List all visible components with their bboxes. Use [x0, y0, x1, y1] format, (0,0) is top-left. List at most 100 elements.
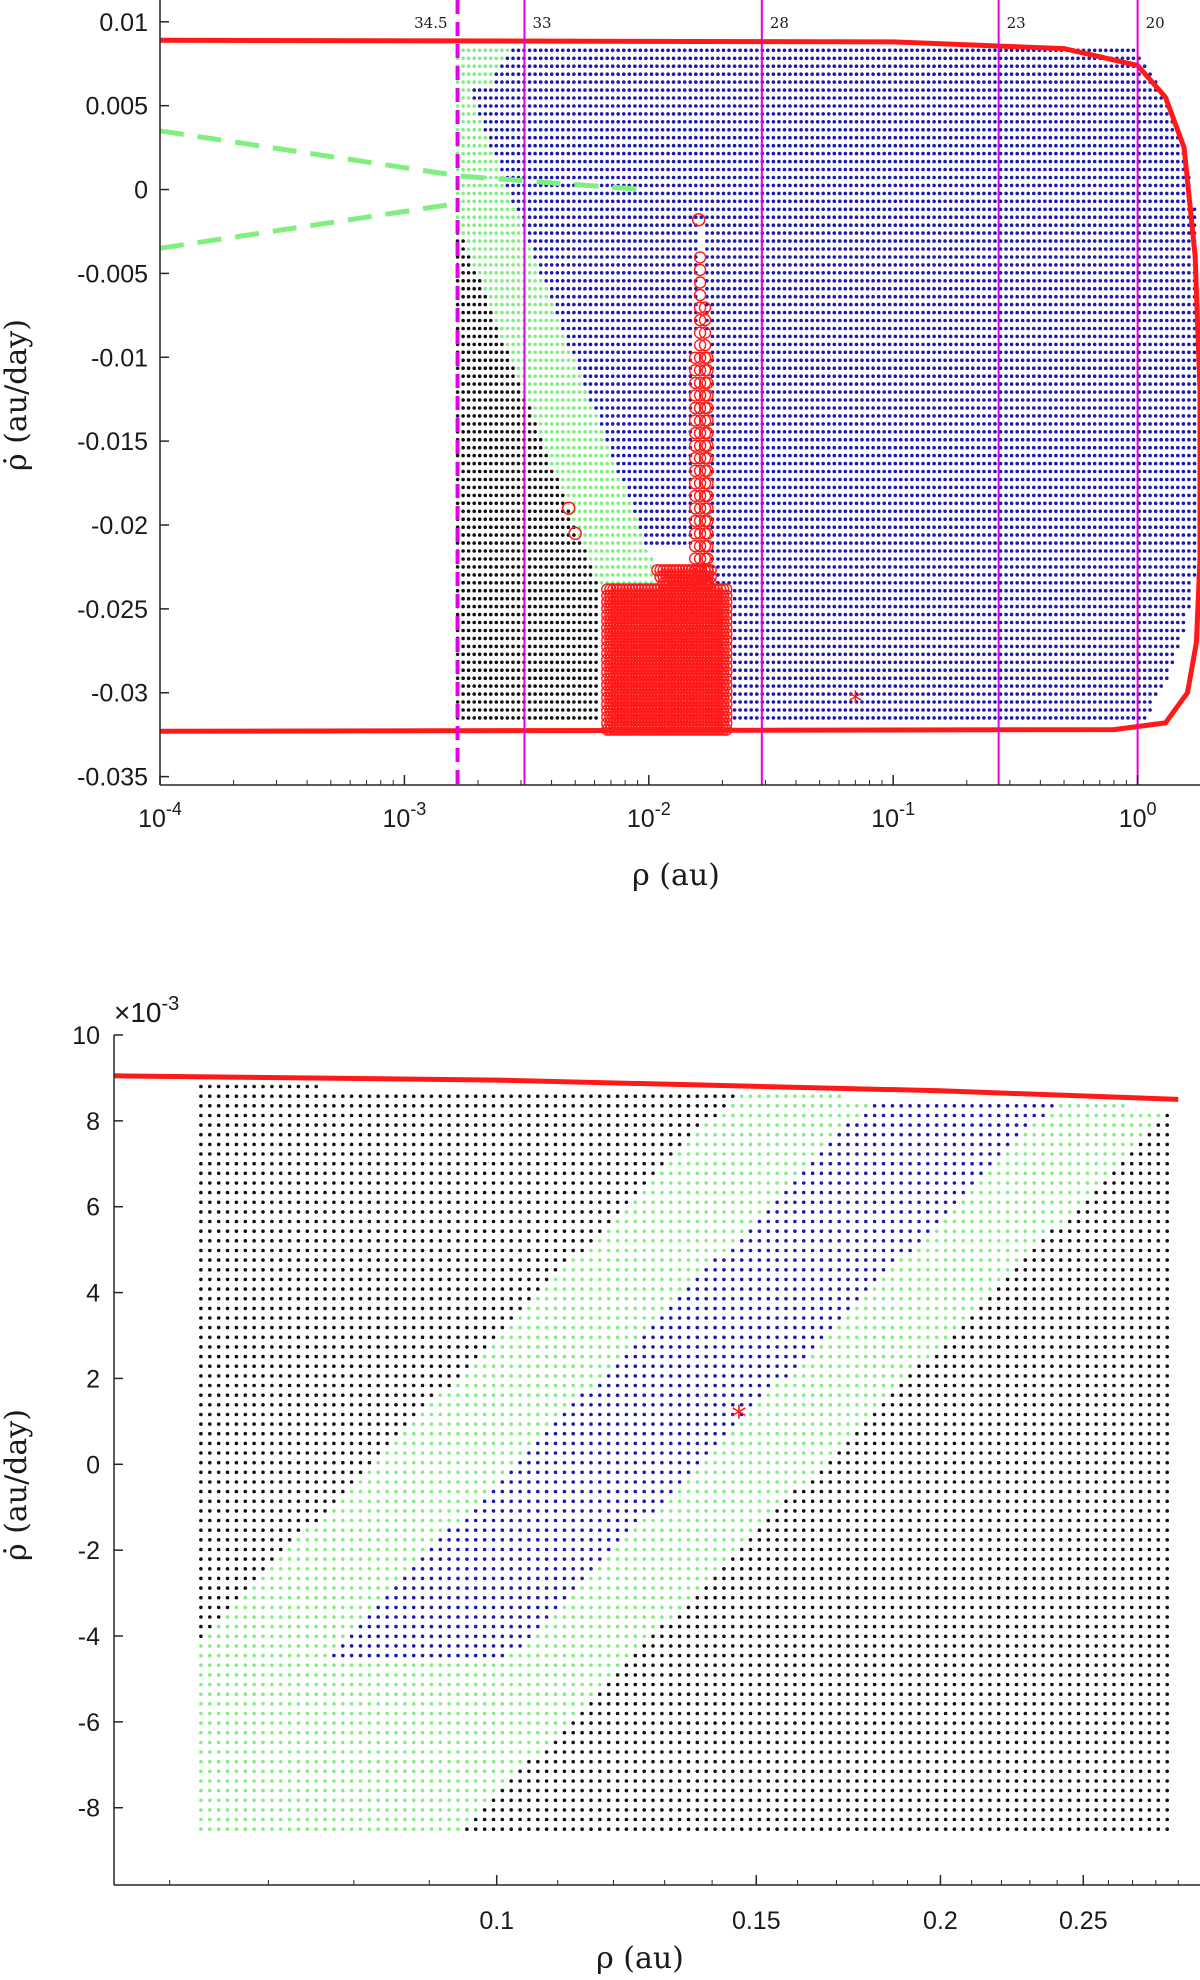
- data-point: [583, 644, 587, 649]
- data-point: [494, 88, 499, 92]
- data-point: [671, 143, 676, 148]
- data-point: [710, 326, 715, 331]
- data-point: [782, 612, 787, 617]
- data-point: [677, 382, 681, 386]
- data-point: [777, 382, 781, 386]
- data-point: [788, 342, 792, 347]
- data-point: [533, 104, 537, 108]
- data-point: [799, 231, 803, 235]
- data-point: [466, 271, 471, 275]
- data-point: [472, 573, 477, 577]
- data-point: [682, 445, 687, 450]
- data-point: [516, 644, 521, 649]
- data-point: [688, 231, 693, 235]
- data-point: [483, 445, 488, 450]
- data-point: [633, 271, 637, 275]
- data-point: [555, 167, 560, 172]
- data-point: [738, 88, 742, 92]
- data-point: [466, 692, 471, 696]
- data-point: [455, 652, 460, 657]
- data-point: [738, 390, 742, 394]
- data-point: [527, 628, 532, 633]
- data-point: [477, 334, 482, 339]
- data-point: [494, 644, 499, 649]
- data-point: [566, 398, 571, 402]
- data-point: [682, 310, 687, 315]
- data-point: [777, 430, 781, 434]
- data-point: [605, 493, 609, 498]
- data-point: [771, 80, 776, 84]
- data-point: [616, 541, 620, 545]
- data-point: [561, 628, 565, 633]
- data-point: [605, 263, 609, 267]
- data-point: [804, 612, 809, 617]
- data-point: [682, 358, 687, 363]
- data-point: [694, 183, 698, 188]
- data-point: [627, 541, 632, 545]
- data-point: [544, 159, 548, 164]
- data-point: [566, 318, 571, 323]
- data-point: [505, 64, 510, 68]
- data-point: [455, 80, 460, 84]
- data-point: [666, 342, 670, 347]
- data-point: [782, 56, 787, 61]
- data-point: [566, 159, 571, 164]
- data-point: [755, 557, 759, 561]
- data-point: [555, 445, 560, 450]
- data-point: [644, 318, 648, 323]
- data-point: [594, 453, 598, 458]
- data-point: [804, 469, 809, 474]
- data-point: [500, 96, 504, 100]
- data-point: [494, 239, 499, 243]
- data-point: [644, 398, 648, 402]
- data-point: [666, 128, 670, 132]
- data-point: [788, 56, 792, 61]
- data-point: [527, 143, 532, 148]
- data-point: [605, 350, 609, 355]
- data-point: [605, 231, 609, 235]
- data-point: [671, 159, 676, 164]
- data-point: [677, 279, 681, 283]
- data-point: [677, 461, 681, 466]
- data-point: [671, 239, 676, 243]
- data-point: [716, 493, 720, 498]
- data-point: [677, 135, 681, 140]
- data-point: [505, 143, 510, 148]
- data-point: [727, 374, 731, 379]
- data-point: [677, 326, 681, 331]
- data-point: [610, 549, 615, 553]
- data-point: [677, 302, 681, 307]
- data-point: [594, 151, 598, 156]
- data-point: [677, 525, 681, 529]
- data-point: [516, 588, 521, 593]
- data-point: [555, 549, 560, 553]
- data-point: [616, 406, 620, 410]
- data-point: [655, 477, 659, 482]
- data-point: [755, 72, 759, 76]
- data-point: [655, 485, 659, 490]
- data-point: [500, 477, 504, 482]
- data-point: [549, 445, 554, 450]
- data-point: [588, 334, 593, 339]
- data-point: [466, 207, 471, 212]
- data-point: [466, 652, 471, 657]
- data-point: [500, 112, 504, 116]
- data-point: [810, 692, 814, 696]
- data-point: [466, 239, 471, 243]
- data-point: [660, 159, 665, 164]
- data-point: [671, 326, 676, 331]
- data-point: [732, 708, 737, 712]
- data-point: [477, 581, 482, 585]
- data-point: [527, 668, 532, 672]
- data-point: [782, 549, 787, 553]
- data-point: [533, 135, 537, 140]
- data-point: [677, 318, 681, 323]
- data-point: [533, 700, 537, 704]
- data-point: [738, 549, 742, 553]
- data-point: [682, 437, 687, 442]
- data-point: [461, 48, 465, 53]
- data-point: [555, 326, 560, 331]
- data-point: [743, 310, 748, 315]
- data-point: [588, 398, 593, 402]
- data-point: [815, 660, 820, 665]
